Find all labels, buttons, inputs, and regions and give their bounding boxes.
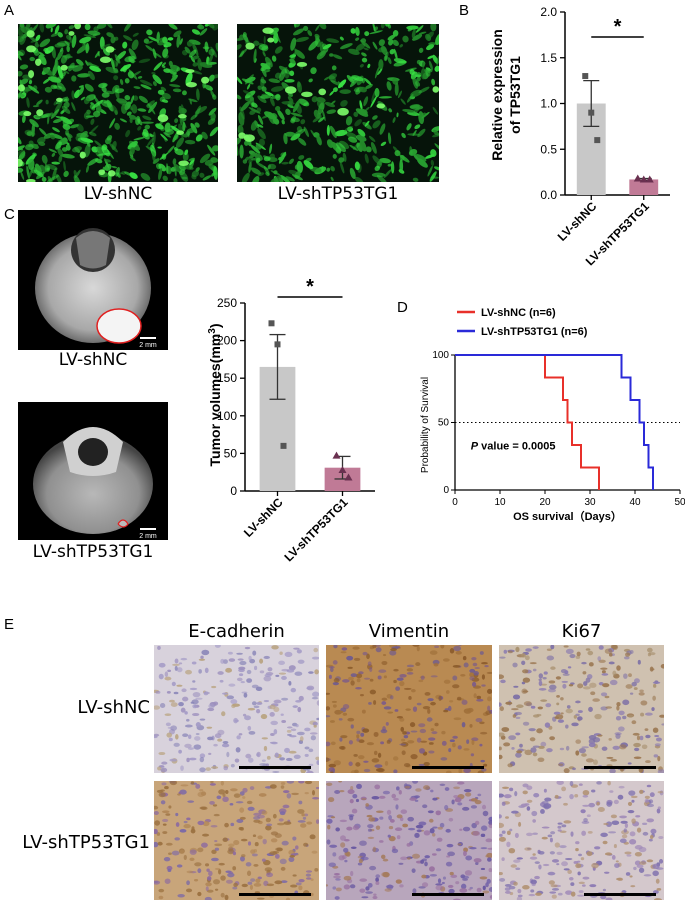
scale-label-mri1: 2 mm <box>139 342 157 349</box>
panel-label-c: C <box>4 206 15 223</box>
chart-c-ytick-label: 100 <box>217 409 237 423</box>
chart-c-point <box>332 451 341 459</box>
chart-b: Relative expression of TP53TG1 0.0 0.5 1.0… <box>489 5 670 268</box>
chart-d-series-line <box>455 354 654 490</box>
ylabel-c: Tumor volumes(mm3) <box>207 324 224 467</box>
ihc-image-shnc-ki67 <box>499 645 664 773</box>
chart-d-xtick-label: 10 <box>494 497 506 508</box>
chart-b-sig-star: * <box>614 16 622 38</box>
chart-b-ytick-label: 0.0 <box>540 188 557 202</box>
chart-d-xtick-label: 0 <box>452 497 458 508</box>
chart-c-ytick-label: 0 <box>230 484 237 498</box>
ylabel-b-line2: of TP53TG1 <box>507 56 523 134</box>
ihc-image-shnc-vimentin <box>326 645 492 773</box>
ihc-row-shnc: LV-shNC <box>77 697 150 718</box>
mri-image-shtp53tg1: 2 mm <box>18 402 168 540</box>
ihc-image-shnc-ecadherin <box>154 645 319 773</box>
chart-c-xtick-label: LV-shTP53TG1 <box>281 495 350 564</box>
ihc-column-vimentin: Vimentin <box>368 621 450 642</box>
panel-label-b: B <box>459 2 470 19</box>
mri-image-shnc: 2 mm <box>18 210 168 350</box>
chart-c-ytick-label: 250 <box>217 296 237 310</box>
caption-a-shnc: LV-shNC <box>83 184 153 204</box>
panel-label-e: E <box>4 616 15 633</box>
ihc-column-ki67: Ki67 <box>561 621 602 642</box>
caption-c-shnc: LV-shNC <box>58 350 128 370</box>
caption-c-shtp53tg1: LV-shTP53TG1 <box>32 542 154 562</box>
chart-d-ytick-label: 0 <box>443 485 449 496</box>
tumor-outline-shtp53tg1 <box>117 519 129 528</box>
ihc-image-shtp53tg1-ki67 <box>499 781 664 900</box>
chart-d-ytick-label: 100 <box>432 350 449 361</box>
chart-d-xlabel: OS survival（Days） <box>513 510 622 523</box>
chart-d-xtick-label: 50 <box>674 497 685 508</box>
chart-b-point <box>588 109 595 116</box>
chart-b-point <box>594 137 601 144</box>
chart-b-point <box>645 175 654 183</box>
ihc-image-shtp53tg1-ecadherin <box>154 781 319 900</box>
chart-b-bar <box>629 179 659 195</box>
chart-d-xtick-label: 30 <box>584 497 596 508</box>
ihc-image-shtp53tg1-vimentin <box>326 781 492 900</box>
ihc-column-ecadherin: E-cadherin <box>188 621 285 642</box>
chart-c-point <box>268 320 275 327</box>
ylabel-b-line1: Relative expression <box>489 29 505 161</box>
ihc-row-shtp53tg1: LV-shTP53TG1 <box>22 832 150 853</box>
ylabel-d: Probability of Survival <box>420 377 431 473</box>
chart-b-ytick-label: 1.5 <box>540 51 557 65</box>
scale-label-mri2: 2 mm <box>139 533 157 540</box>
chart-c-point <box>280 442 287 449</box>
chart-c-ytick-label: 50 <box>224 446 238 460</box>
panel-label-a: A <box>4 2 15 19</box>
chart-c-ytick-label: 200 <box>217 334 237 348</box>
chart-d-xtick-label: 20 <box>539 497 551 508</box>
chart-d-series-line <box>455 354 600 490</box>
chart-b-ytick-label: 1.0 <box>540 97 557 111</box>
tumor-outline-shnc <box>96 308 142 344</box>
chart-c-sig-star: * <box>306 276 314 298</box>
chart-c-point <box>274 341 281 348</box>
chart-d-ytick-label: 50 <box>438 418 450 429</box>
chart-b-ytick-label: 2.0 <box>540 5 557 19</box>
chart-b-point <box>582 73 589 80</box>
chart-c: Tumor volumes(mm3) 0 50 100 150 200 250 LV-shN… <box>207 276 375 564</box>
chart-c-xtick-label: LV-shNC <box>241 495 286 540</box>
chart-c-ytick-label: 150 <box>217 371 237 385</box>
chart-d-legend-label: LV-shNC (n=6) <box>481 307 556 319</box>
chart-c-point <box>338 465 347 473</box>
chart-b-point <box>639 175 648 183</box>
chart-b-point <box>633 174 642 182</box>
fluorescence-image-shnc <box>18 24 218 182</box>
chart-c-point <box>344 473 353 481</box>
caption-a-shtp53tg1: LV-shTP53TG1 <box>277 184 399 204</box>
chart-d-legend-label: LV-shTP53TG1 (n=6) <box>481 326 588 338</box>
panel-label-d: D <box>397 299 408 316</box>
chart-b-ytick-label: 0.5 <box>540 142 557 156</box>
chart-b-xtick-label: LV-shNC <box>555 199 600 244</box>
fluorescence-image-shtp53tg1 <box>237 24 439 182</box>
chart-d-pvalue: P value = 0.0005 <box>471 441 556 453</box>
chart-d-xtick-label: 40 <box>629 497 641 508</box>
chart-d: Probability of Survival 0 50 100 0 10 20 30 40 5… <box>420 307 685 523</box>
